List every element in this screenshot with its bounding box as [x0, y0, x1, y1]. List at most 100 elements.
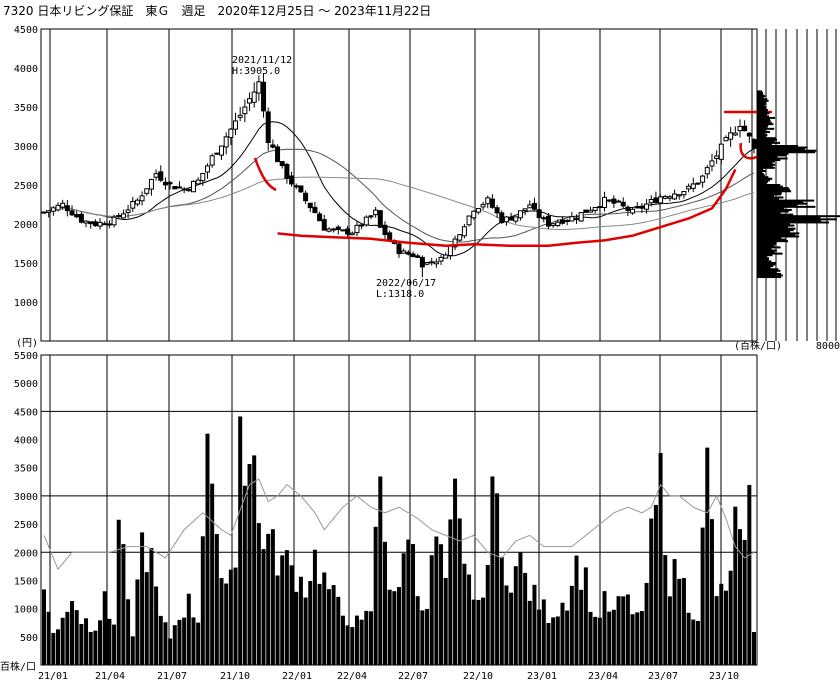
volume-bar: [280, 555, 285, 665]
volume-bar: [345, 625, 350, 665]
candle-body: [335, 226, 341, 231]
volume-profile-bar: [757, 190, 792, 193]
volume-bar: [457, 518, 462, 665]
volume-tick-label: 4000: [14, 436, 38, 447]
volume-profile-bar: [757, 120, 771, 123]
volume-profile-bar: [757, 193, 782, 196]
candle-body: [181, 188, 187, 191]
x-tick-label: 21/07: [157, 671, 187, 682]
profile-unit-label: (百株/口): [734, 339, 782, 352]
volume-profile-bar: [757, 141, 780, 144]
volume-bar: [70, 601, 75, 665]
high-annotation-date: 2021/11/12: [232, 55, 292, 66]
candle-body: [616, 200, 622, 203]
candle-body: [64, 205, 70, 212]
candle-body: [359, 224, 365, 227]
candle-body: [709, 160, 715, 167]
candle-body: [209, 155, 215, 166]
price-tick-label: 4500: [14, 25, 38, 36]
volume-profile-bar: [757, 134, 768, 137]
volume-profile-bar: [757, 223, 790, 225]
candle-body: [345, 228, 351, 235]
volume-profile-bar: [757, 208, 792, 211]
volume-bar: [579, 589, 584, 665]
candle-body: [289, 175, 295, 185]
candle-body: [195, 179, 201, 185]
x-tick-label: 22/10: [463, 671, 493, 682]
volume-profile-bar: [757, 127, 775, 130]
volume-profile-bar: [757, 151, 816, 154]
candle-body: [728, 132, 734, 140]
candle-body: [438, 256, 444, 262]
candle-body: [424, 261, 430, 265]
candle-body: [541, 217, 547, 220]
volume-bar: [294, 591, 299, 665]
volume-bar: [270, 529, 275, 665]
price-tick-label: 3500: [14, 103, 38, 114]
volume-bar: [210, 483, 215, 665]
candle-body: [382, 224, 388, 235]
volume-bar: [658, 452, 663, 665]
volume-profile-bar: [757, 168, 764, 171]
support-curve: [277, 168, 737, 248]
x-tick-label: 22/07: [398, 671, 428, 682]
candle-body: [321, 219, 327, 231]
volume-profile-bar: [757, 146, 808, 149]
candle-body: [130, 201, 136, 209]
candle-body: [368, 215, 374, 218]
volume-profile-bar: [757, 238, 787, 241]
volume-profile-bar: [757, 138, 777, 141]
volume-profile-bar: [757, 143, 772, 146]
volume-bar: [737, 529, 742, 665]
volume-profile-bar: [757, 201, 804, 204]
candle-body: [233, 120, 239, 130]
candle-body: [139, 195, 145, 202]
candle-body: [569, 216, 575, 222]
volume-bar: [611, 609, 616, 665]
volume-bar: [378, 476, 383, 665]
volume-bar: [56, 629, 61, 665]
candle-body: [204, 165, 210, 173]
volume-bar: [434, 536, 439, 665]
volume-tick-label: 5000: [14, 379, 38, 390]
candle-body: [508, 216, 514, 221]
volume-bar: [527, 600, 532, 665]
candle-body: [704, 167, 710, 175]
volume-bar: [513, 566, 518, 665]
volume-profile-bar: [757, 215, 840, 218]
candle-body: [452, 238, 458, 248]
candle-body: [443, 254, 449, 259]
volume-tick-label: 500: [20, 633, 38, 644]
volume-profile-bar: [757, 109, 768, 112]
volume-bar: [406, 539, 411, 665]
volume-bar: [102, 591, 107, 665]
volume-bar: [364, 610, 369, 665]
volume-bar: [392, 591, 397, 665]
volume-profile-bar: [757, 202, 808, 205]
candle-body: [158, 171, 164, 181]
candle-body: [46, 210, 52, 213]
candle-body: [219, 145, 224, 156]
volume-profile-bar: [757, 235, 800, 238]
volume-profile-bar: [757, 129, 766, 132]
candle-body: [275, 146, 281, 163]
volume-profile-bar: [757, 216, 821, 219]
candle-body: [312, 206, 318, 214]
volume-profile-bar: [757, 110, 768, 113]
candle-body: [742, 125, 748, 132]
volume-bar: [602, 591, 607, 665]
candle-body: [307, 202, 313, 209]
volume-profile-bar: [757, 233, 796, 236]
volume-profile-bar: [757, 227, 796, 230]
candle-body: [261, 81, 267, 112]
candle-body: [251, 91, 257, 103]
volume-tick-label: 1500: [14, 576, 38, 587]
volume-bar: [196, 622, 201, 665]
volume-bar: [537, 609, 542, 665]
candle-body: [461, 226, 467, 237]
volume-bar: [625, 594, 630, 665]
moving-average-ma26: [43, 148, 755, 243]
volume-bar: [261, 549, 266, 665]
volume-bar: [742, 539, 747, 665]
candle-body: [340, 229, 346, 232]
